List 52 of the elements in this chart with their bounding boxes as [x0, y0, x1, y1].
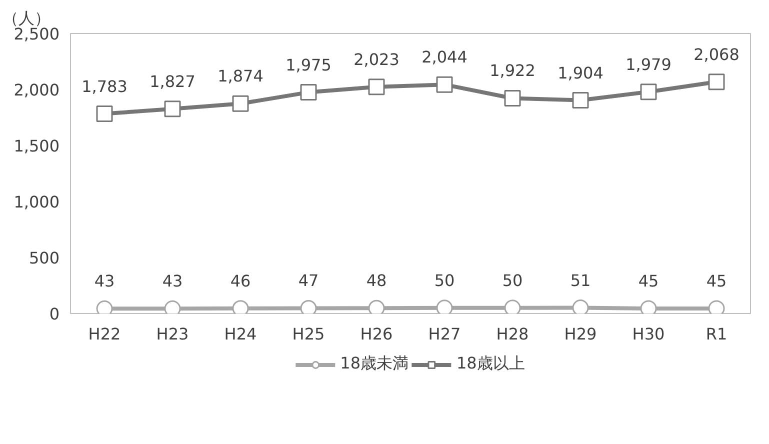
x-tick-label: H27 — [428, 324, 461, 344]
y-tick-label: 2,000 — [14, 80, 60, 100]
x-tick-label: H26 — [360, 324, 393, 344]
point — [368, 78, 385, 96]
point — [232, 95, 249, 112]
data-label: 1,979 — [626, 54, 672, 74]
y-tick-label: 1,500 — [14, 136, 60, 156]
x-tick-label: H22 — [88, 324, 121, 344]
data-label: 47 — [298, 271, 319, 290]
data-label: 1,922 — [490, 61, 536, 80]
data-label: 2,044 — [422, 48, 468, 67]
data-label: 2,068 — [694, 44, 740, 64]
data-label: 1,827 — [150, 72, 196, 91]
y-tick-label: 1,000 — [14, 192, 60, 212]
point — [504, 300, 521, 314]
legend-label: 18歳未満 — [340, 354, 408, 374]
x-tick-label: H30 — [632, 324, 665, 344]
point — [436, 300, 453, 314]
x-tick-label: H28 — [496, 324, 529, 344]
point — [640, 84, 657, 100]
data-label: 43 — [162, 272, 183, 291]
point — [300, 84, 317, 101]
x-tick-label: H24 — [224, 324, 257, 344]
data-label: 50 — [502, 270, 523, 290]
x-tick-label: R1 — [706, 324, 728, 344]
x-tick-label: H29 — [564, 324, 597, 344]
point — [572, 92, 589, 108]
point — [436, 76, 453, 93]
y-tick-label: 2,500 — [14, 24, 60, 44]
data-label: 51 — [570, 270, 591, 290]
point — [164, 100, 181, 118]
data-label: 2,023 — [354, 50, 400, 69]
y-axis-title: （人） — [2, 8, 50, 28]
y-tick-label: 500 — [28, 248, 60, 268]
point — [572, 300, 589, 314]
point — [504, 90, 521, 106]
x-tick-label: H25 — [292, 324, 325, 344]
data-label: 43 — [94, 272, 115, 291]
legend-label: 18歳以上 — [456, 354, 525, 374]
data-label: 1,975 — [286, 55, 332, 74]
data-label: 1,874 — [218, 66, 264, 86]
point — [708, 74, 725, 90]
data-label: 1,783 — [82, 76, 128, 96]
data-label: 45 — [638, 271, 659, 290]
data-label: 45 — [706, 271, 727, 290]
data-label: 50 — [434, 270, 455, 290]
x-tick-label: H23 — [156, 324, 189, 344]
y-tick-label: 0 — [49, 304, 60, 324]
data-label: 1,904 — [558, 63, 604, 82]
point — [96, 106, 113, 122]
data-label: 48 — [366, 271, 387, 290]
data-label: 46 — [230, 271, 251, 290]
